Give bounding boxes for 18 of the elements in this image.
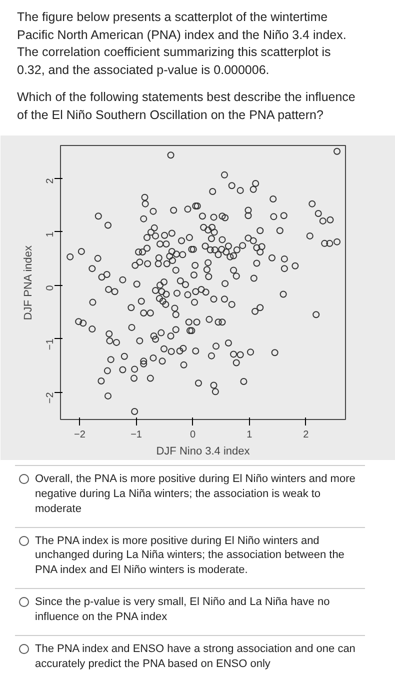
x-tick-label: 1 xyxy=(246,430,253,440)
y-tick-label: 1 xyxy=(45,231,56,238)
x-tick-label: −2 xyxy=(74,430,86,440)
y-tick-label: 0 xyxy=(45,284,56,291)
chart-subtitle: Which of the following statements best describe the influence of the El Niño Southern Oscillation on the PNA pattern? xyxy=(17,89,356,124)
text: Overall, the PNA is more positive during El Niño winters and more negative during La Niña winters; the association is weak to moderate xyxy=(35,472,356,517)
y-axis-title: DJF PNA index xyxy=(22,245,34,320)
text: The PNA index and ENSO have a strong association and one can accurately predict the PNA based on ENSO only xyxy=(35,642,356,672)
x-tick-label: 0 xyxy=(190,430,196,440)
text: The PNA index is more positive during El Niño winters and unchanged during La Niña winters; the association between the PNA index and El Niño winters is moderate. xyxy=(35,534,346,578)
chart-title: The figure below presents a scatterplot of the wintertime Pacific North American (PNA) index and the Niño 3.4 index. The correlation coefficient summarizing this scatterplot is 0.32, and the associated p-value is 0.000006. xyxy=(17,9,348,79)
x-tick-label: −1 xyxy=(130,430,142,440)
y-tick-label: 2 xyxy=(45,178,56,184)
y-tick-label: −2 xyxy=(45,392,56,404)
x-axis-title: DJF Nino 3.4 index xyxy=(156,446,250,458)
text: Since the p-value is very small, El Niño and La Niña have no influence on the PNA index xyxy=(35,595,331,625)
y-tick-label: −1 xyxy=(45,338,56,350)
x-tick-label: 2 xyxy=(303,430,310,440)
